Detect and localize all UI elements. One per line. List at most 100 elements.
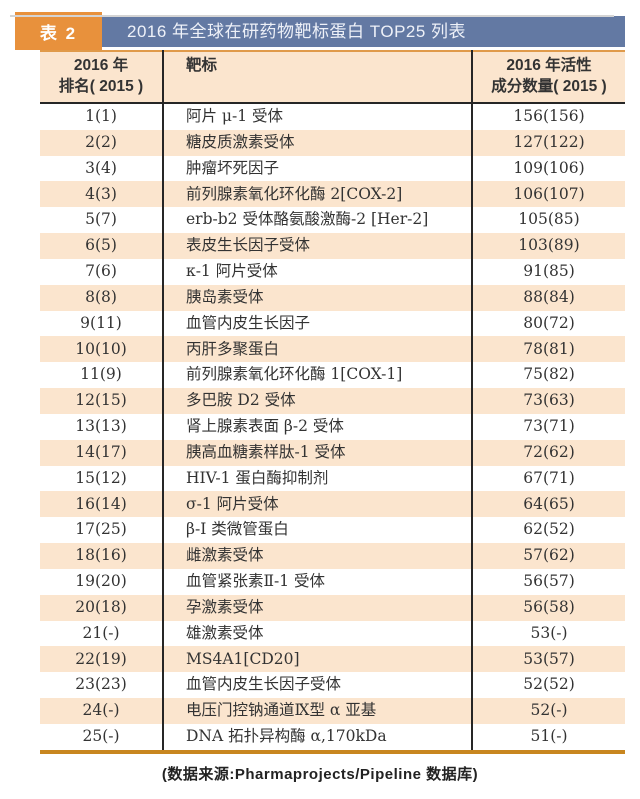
table-row: 3(4) 肿瘤坏死因子 109(106) (40, 155, 625, 182)
count-cell: 56(57) (471, 568, 625, 595)
col-header-target: 靶标 (162, 51, 472, 104)
col-header-count-line1: 2016 年活性 (506, 57, 592, 74)
table-row: 19(20) 血管紧张素Ⅱ-1 受体 56(57) (40, 568, 625, 595)
rank-cell: 21(-) (82, 623, 120, 642)
count-cell: 52(-) (471, 698, 625, 724)
table-row: 10(10) 丙肝多聚蛋白 78(81) (40, 336, 625, 363)
target-cell: 血管内皮生长因子受体 (162, 672, 472, 699)
table-row: 6(5) 表皮生长因子受体 103(89) (40, 233, 625, 259)
col-header-rank-line2: 排名( 2015 ) (58, 78, 144, 95)
count-cell: 53(-) (471, 620, 625, 647)
count-cell: 78(81) (471, 336, 625, 363)
top-divider-rule (10, 15, 614, 17)
rank-cell: 10(10) (75, 339, 127, 358)
table-row: 1(1) 阿片 μ-1 受体 156(156) (40, 103, 625, 130)
target-cell: erb-b2 受体酪氨酸激酶-2 [Her-2] (162, 207, 472, 234)
table-row: 7(6) κ-1 阿片受体 91(85) (40, 258, 625, 285)
table-row: 17(25) β-I 类微管蛋白 62(52) (40, 517, 625, 544)
target-protein-table: 2016 年 排名( 2015 ) 靶标 2016 年活性 成分数量( 2015… (40, 50, 625, 754)
rank-cell: 22(19) (75, 649, 127, 668)
rank-cell: 15(12) (75, 468, 127, 487)
count-cell: 106(107) (471, 181, 625, 208)
count-cell: 105(85) (471, 207, 625, 234)
count-cell: 103(89) (471, 233, 625, 259)
table-row: 21(-) 雄激素受体 53(-) (40, 620, 625, 647)
table-row: 18(16) 雌激素受体 57(62) (40, 543, 625, 569)
table-row: 23(23) 血管内皮生长因子受体 52(52) (40, 672, 625, 699)
rank-cell: 8(8) (85, 287, 117, 306)
count-cell: 57(62) (471, 543, 625, 569)
count-cell: 64(65) (471, 491, 625, 518)
table-row: 16(14) σ-1 阿片受体 64(65) (40, 491, 625, 518)
target-cell: 肾上腺素表面 β-2 受体 (162, 413, 472, 440)
count-cell: 53(57) (471, 646, 625, 673)
rank-cell: 9(11) (80, 313, 122, 332)
count-cell: 72(62) (471, 439, 625, 466)
count-cell: 73(71) (471, 413, 625, 440)
target-cell: κ-1 阿片受体 (162, 258, 472, 285)
target-cell: 血管内皮生长因子 (162, 310, 472, 337)
target-cell: 胰高血糖素样肽-1 受体 (162, 439, 472, 466)
rank-cell: 20(18) (75, 597, 127, 616)
rank-cell: 6(5) (85, 236, 117, 255)
table-row: 14(17) 胰高血糖素样肽-1 受体 72(62) (40, 439, 625, 466)
count-cell: 62(52) (471, 517, 625, 544)
count-cell: 52(52) (471, 672, 625, 699)
table-row: 12(15) 多巴胺 D2 受体 73(63) (40, 388, 625, 414)
target-cell: DNA 拓扑异构酶 α,170kDa (162, 723, 472, 752)
col-header-rank: 2016 年 排名( 2015 ) (40, 51, 163, 104)
target-cell: 电压门控钠通道Ⅸ型 α 亚基 (162, 698, 472, 724)
rank-cell: 25(-) (82, 727, 120, 746)
target-cell: 多巴胺 D2 受体 (162, 388, 472, 414)
count-cell: 127(122) (471, 129, 625, 156)
table-header: 2016 年 排名( 2015 ) 靶标 2016 年活性 成分数量( 2015… (40, 51, 625, 104)
count-cell: 80(72) (471, 310, 625, 337)
data-source-note: (数据来源:Pharmaprojects/Pipeline 数据库) (161, 765, 479, 783)
count-cell: 73(63) (471, 388, 625, 414)
rank-cell: 12(15) (75, 391, 127, 410)
rank-cell: 24(-) (82, 701, 120, 720)
target-cell: HIV-1 蛋白酶抑制剂 (162, 465, 472, 492)
target-cell: MS4A1[CD20] (162, 646, 472, 673)
table-row: 4(3) 前列腺素氧化环化酶 2[COX-2] 106(107) (40, 181, 625, 208)
target-cell: 丙肝多聚蛋白 (162, 336, 472, 363)
rank-cell: 19(20) (75, 572, 127, 591)
count-cell: 56(58) (471, 594, 625, 621)
table-row: 5(7) erb-b2 受体酪氨酸激酶-2 [Her-2] 105(85) (40, 207, 625, 234)
table-number-tab: 表 2 (15, 12, 102, 50)
target-cell: 雌激素受体 (162, 543, 472, 569)
count-cell: 88(84) (471, 284, 625, 311)
col-header-rank-line1: 2016 年 (73, 57, 129, 74)
count-cell: 67(71) (471, 465, 625, 492)
count-cell: 75(82) (471, 362, 625, 389)
header-row: 2016 年 排名( 2015 ) 靶标 2016 年活性 成分数量( 2015… (40, 51, 625, 104)
target-cell: 前列腺素氧化环化酶 2[COX-2] (162, 181, 472, 208)
target-cell: β-I 类微管蛋白 (162, 517, 472, 544)
rank-cell: 1(1) (85, 107, 117, 126)
target-cell: 雄激素受体 (162, 620, 472, 647)
rank-cell: 3(4) (85, 158, 117, 177)
count-cell: 51(-) (471, 723, 625, 752)
table-row: 11(9) 前列腺素氧化环化酶 1[COX-1] 75(82) (40, 362, 625, 389)
table-row: 15(12) HIV-1 蛋白酶抑制剂 67(71) (40, 465, 625, 492)
target-cell: 表皮生长因子受体 (162, 233, 472, 259)
target-cell: 血管紧张素Ⅱ-1 受体 (162, 568, 472, 595)
rank-cell: 14(17) (75, 442, 127, 461)
target-cell: 糖皮质激素受体 (162, 129, 472, 156)
target-cell: 前列腺素氧化环化酶 1[COX-1] (162, 362, 472, 389)
rank-cell: 16(14) (75, 494, 127, 513)
target-cell: 孕激素受体 (162, 594, 472, 621)
rank-cell: 5(7) (85, 210, 117, 229)
rank-cell: 4(3) (85, 184, 117, 203)
target-cell: 阿片 μ-1 受体 (162, 103, 472, 130)
table-row: 9(11) 血管内皮生长因子 80(72) (40, 310, 625, 337)
rank-cell: 11(9) (80, 365, 122, 384)
table-row: 25(-) DNA 拓扑异构酶 α,170kDa 51(-) (40, 723, 625, 752)
table-row: 22(19) MS4A1[CD20] 53(57) (40, 646, 625, 673)
target-cell: 肿瘤坏死因子 (162, 155, 472, 182)
rank-cell: 7(6) (85, 262, 117, 281)
table-row: 20(18) 孕激素受体 56(58) (40, 594, 625, 621)
rank-cell: 2(2) (85, 132, 117, 151)
count-cell: 91(85) (471, 258, 625, 285)
rank-cell: 17(25) (75, 520, 127, 539)
